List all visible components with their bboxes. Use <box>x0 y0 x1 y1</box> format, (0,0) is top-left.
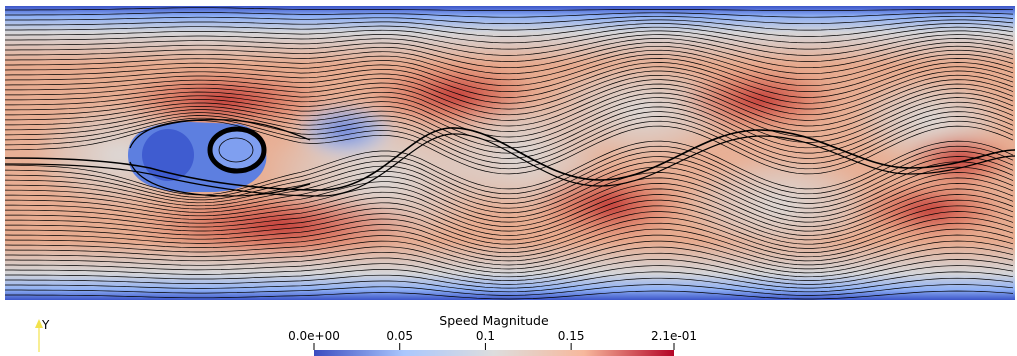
streamline <box>5 66 1014 104</box>
streamline <box>5 240 1014 270</box>
streamline <box>5 145 1014 198</box>
streamline <box>5 265 1014 285</box>
colorbar-ticks: 0.0e+00 0.05 0.1 0.15 2.1e-01 <box>288 329 697 350</box>
y-axis-label: Y <box>41 318 50 332</box>
streamline <box>5 45 1014 75</box>
streamline <box>5 70 1014 110</box>
y-axis-arrow-icon <box>35 319 43 328</box>
colorbar <box>314 350 674 356</box>
streamline <box>5 12 1014 18</box>
streamlines <box>5 7 1014 300</box>
streamline <box>5 58 1014 92</box>
streamline <box>5 228 1014 262</box>
streamline <box>5 246 1014 274</box>
streamline <box>5 19 1014 31</box>
streamline <box>5 23 1014 37</box>
streamline <box>5 30 1014 50</box>
streamline <box>5 88 1014 132</box>
wake-centerline-2 <box>5 133 1015 197</box>
colorbar-tick-label: 2.1e-01 <box>651 329 697 343</box>
vortex-ring-inner <box>218 137 254 163</box>
streamline <box>5 79 1014 121</box>
wake-centerline <box>5 127 1015 191</box>
streamline <box>5 277 1014 293</box>
streamline <box>5 38 1014 62</box>
streamline <box>5 34 1014 56</box>
streamline <box>5 26 1014 44</box>
colorbar-tick-label: 0.05 <box>386 329 413 343</box>
streamline <box>5 140 1014 196</box>
streamline <box>5 188 1014 232</box>
separation-streamline-top <box>129 119 311 149</box>
color-legend: Speed Magnitude 0.0e+00 0.05 0.1 0.15 2.1e-0… <box>288 313 697 356</box>
vortex-ring <box>207 126 267 174</box>
streamline <box>5 284 1014 296</box>
colorbar-tick-label: 0.1 <box>476 329 495 343</box>
streamline <box>5 177 1014 223</box>
recirculation-zone <box>212 131 262 169</box>
streamline <box>5 234 1014 266</box>
streamline <box>5 222 1014 258</box>
streamline <box>5 252 1014 278</box>
streamline <box>5 83 1014 127</box>
streamline <box>5 62 1014 98</box>
streamline <box>5 194 1014 236</box>
flow-field <box>5 6 1015 300</box>
separation-streamline-bottom <box>129 161 311 197</box>
streamline <box>5 92 1014 138</box>
streamline <box>5 53 1014 87</box>
streamline <box>5 271 1014 289</box>
streamline <box>5 290 1014 300</box>
streamline <box>5 150 1014 201</box>
streamline <box>5 259 1014 281</box>
streamline <box>5 166 1014 214</box>
streamline <box>5 49 1014 81</box>
streamline <box>5 106 1014 154</box>
streamline <box>5 172 1014 218</box>
colorbar-title: Speed Magnitude <box>439 313 549 328</box>
obstacle-core <box>142 129 194 181</box>
streamline <box>5 117 1014 170</box>
streamline <box>5 15 1014 25</box>
streamline <box>5 161 1014 209</box>
streamline <box>5 156 1014 204</box>
streamline <box>5 183 1014 227</box>
streamline <box>5 97 1014 143</box>
streamline <box>5 205 1014 245</box>
streamline <box>5 101 1014 149</box>
streamline <box>5 211 1014 249</box>
colorbar-tick-label: 0.15 <box>558 329 585 343</box>
streamline <box>5 41 1014 69</box>
orientation-axis: Y <box>35 318 50 352</box>
streamline <box>5 120 1014 175</box>
streamline <box>5 74 1014 116</box>
streamline <box>5 216 1014 254</box>
colorbar-tick-label: 0.0e+00 <box>288 329 340 343</box>
streamline <box>5 199 1014 241</box>
streamline <box>5 7 1014 11</box>
